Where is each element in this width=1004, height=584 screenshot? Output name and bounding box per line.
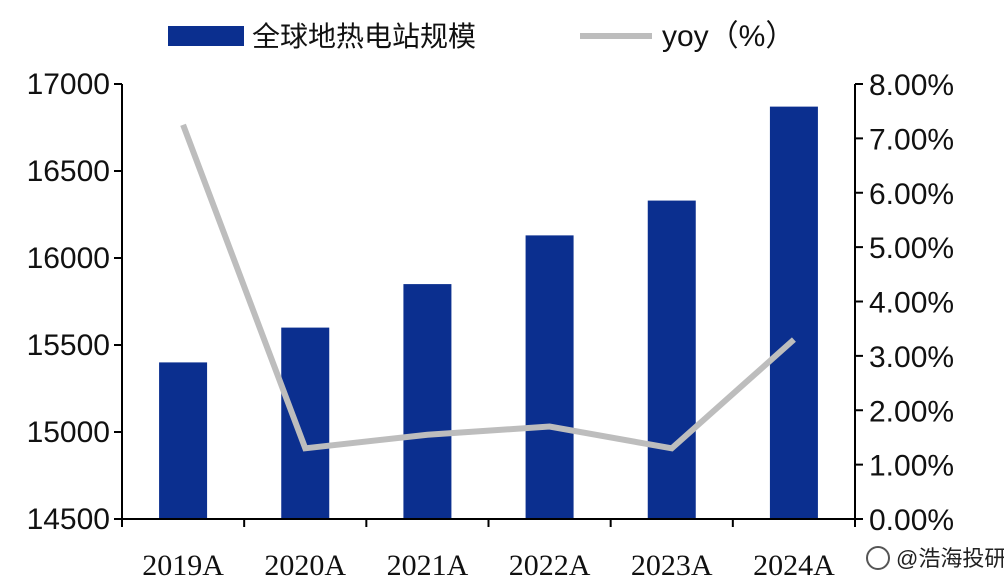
right-tick-label: 0.00% [869, 504, 954, 537]
left-tick-label: 16500 [27, 155, 110, 188]
right-tick-label: 8.00% [869, 69, 954, 102]
legend-line-label: yoy（%） [662, 20, 795, 53]
right-tick-label: 3.00% [869, 341, 954, 374]
bar-2024A [769, 106, 818, 520]
x-tick-label: 2023A [631, 549, 713, 582]
right-tick-label: 2.00% [869, 395, 954, 428]
right-tick-label: 1.00% [869, 450, 954, 483]
yoy-line [180, 123, 796, 452]
watermark: @浩海投研 [866, 546, 1004, 571]
bar-2022A [525, 235, 574, 519]
right-tick-label: 7.00% [869, 123, 954, 156]
axes-layer [121, 84, 856, 520]
x-tick-label: 2021A [387, 549, 469, 582]
ticks-layer: 14500 15000 15500 16000 16500 17000 0.00% 1.00%… [27, 68, 955, 582]
right-tick-label: 6.00% [869, 178, 954, 211]
left-tick-label: 16000 [27, 242, 110, 275]
bar-2020A [281, 327, 330, 519]
line-layer [180, 123, 796, 452]
left-tick-label: 15500 [27, 329, 110, 362]
bar-2023A [647, 200, 696, 519]
right-tick-label: 4.00% [869, 287, 954, 320]
x-tick-label: 2020A [264, 549, 346, 582]
left-tick-label: 17000 [27, 68, 110, 101]
left-tick-label: 14500 [27, 503, 110, 536]
bar-2021A [403, 284, 452, 519]
left-tick-label: 15000 [27, 416, 110, 449]
bars-layer [159, 106, 818, 520]
right-tick-label: 5.00% [869, 232, 954, 265]
x-tick-label: 2019A [142, 549, 224, 582]
legend-bar-label: 全球地热电站规模 [252, 20, 476, 53]
legend-bar-swatch [168, 26, 244, 46]
bar-2019A [159, 362, 208, 519]
watermark-label: @浩海投研 [896, 546, 1004, 571]
x-tick-label: 2022A [509, 549, 591, 582]
legend: 全球地热电站规模 yoy（%） [168, 20, 795, 53]
watermark-logo-icon [866, 546, 890, 570]
x-tick-label: 2024A [753, 549, 835, 582]
